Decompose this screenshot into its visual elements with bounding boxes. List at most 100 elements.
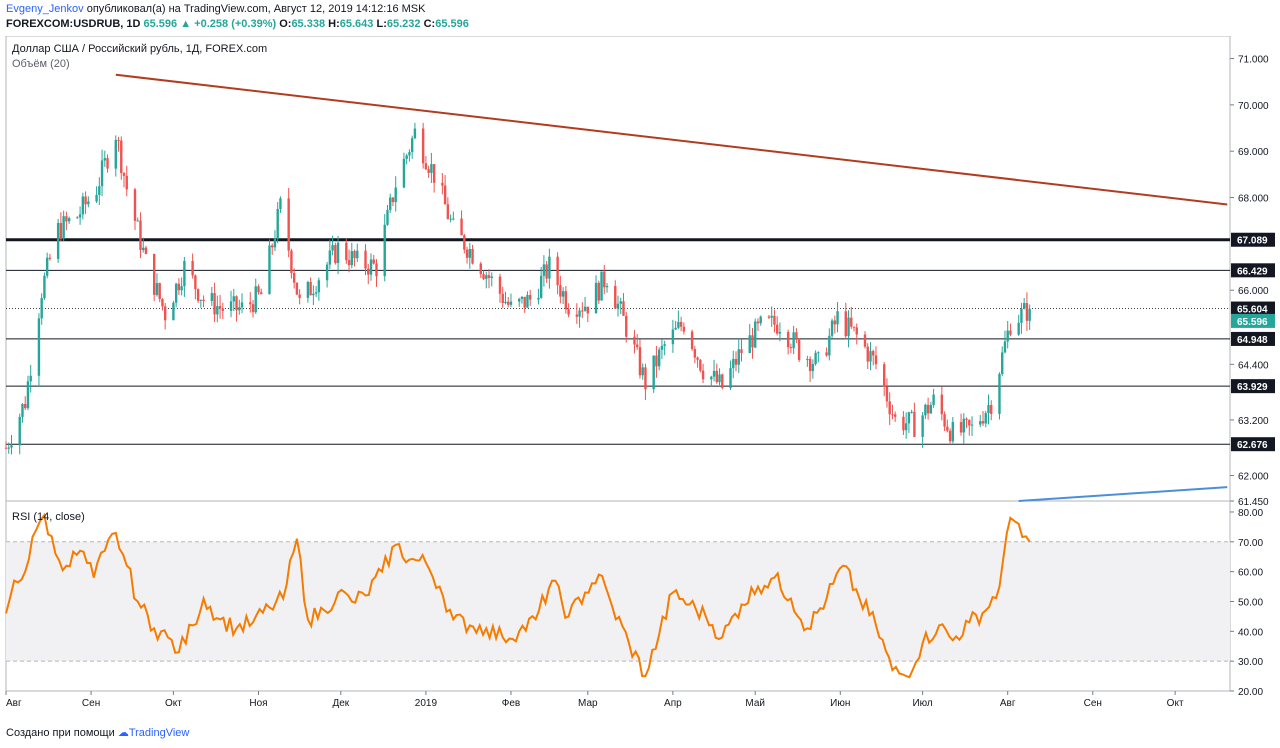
candle-body-166 — [641, 367, 644, 376]
level-badge-2 — [1231, 301, 1275, 316]
candle-body-244 — [943, 414, 946, 427]
price-change: +0.258 (+0.39%) — [194, 18, 277, 30]
candle-body-199 — [770, 315, 773, 318]
candle-body-107 — [413, 128, 417, 139]
candle-body-152 — [586, 306, 590, 314]
candle-body-203 — [786, 331, 790, 348]
candle-body-7 — [29, 375, 32, 382]
candle-body-153 — [594, 282, 598, 314]
candle-body-255 — [984, 413, 987, 424]
candle-body-210 — [811, 364, 815, 372]
candle-body-14 — [59, 223, 63, 239]
chart-canvas[interactable]: 71.000 70.000 69.000 68.000 66.000 64.400 63.2… — [0, 36, 1280, 722]
candle-body-97 — [375, 263, 378, 277]
candle-body-187 — [721, 374, 724, 388]
candle-body-48 — [191, 260, 194, 276]
candle-body-24 — [98, 186, 101, 195]
candle-body-186 — [718, 374, 721, 383]
candle-body-256 — [987, 405, 990, 414]
candle-body-200 — [773, 315, 776, 325]
candle-body-95 — [369, 259, 373, 275]
candle-body-185 — [715, 370, 718, 383]
level-badge-label-4: 63.929 — [1237, 382, 1268, 393]
candle-body-131 — [507, 301, 510, 305]
low-label: L: — [376, 18, 387, 30]
candle-body-142 — [548, 256, 551, 279]
candle-body-75 — [292, 272, 296, 283]
candle-body-99 — [386, 210, 389, 225]
candle-body-230 — [888, 401, 891, 415]
candle-body-258 — [998, 374, 1001, 414]
candle-body-204 — [789, 347, 793, 349]
candle-body-143 — [556, 256, 559, 286]
candle-body-132 — [509, 301, 513, 305]
candle-body-21 — [84, 196, 87, 205]
candle-body-31 — [122, 173, 126, 176]
candle-body-211 — [814, 352, 817, 365]
candle-body-13 — [56, 223, 60, 259]
candle-body-49 — [194, 275, 197, 290]
candle-body-83 — [325, 264, 329, 281]
candle-body-103 — [402, 158, 406, 188]
level-badge-label-2: 65.604 — [1237, 305, 1268, 316]
candle-body-189 — [732, 358, 735, 369]
candle-body-253 — [979, 421, 982, 425]
candle-body-116 — [449, 218, 452, 220]
candle-body-62 — [240, 302, 244, 308]
candle-body-61 — [238, 307, 241, 311]
rsi-tick-label-3: 50.00 — [1238, 597, 1263, 608]
published-text: опубликовал(а) на TradingView.com, Авгус… — [83, 3, 426, 15]
candle-body-235 — [907, 412, 911, 424]
candle-body-85 — [331, 245, 334, 251]
level-badge-4 — [1231, 379, 1275, 394]
candle-body-72 — [279, 198, 282, 209]
candle-body-178 — [690, 331, 694, 350]
candle-body-225 — [869, 351, 872, 362]
tradingview-brand[interactable]: TradingView — [128, 727, 190, 739]
candle-body-82 — [317, 280, 321, 293]
candle-body-113 — [441, 182, 444, 186]
candle-body-149 — [578, 310, 581, 317]
candle-body-252 — [970, 424, 974, 426]
candle-body-145 — [561, 291, 565, 297]
candle-body-164 — [636, 344, 639, 348]
candle-body-101 — [391, 197, 395, 203]
candle-body-9 — [40, 298, 43, 319]
candle-body-229 — [885, 386, 889, 402]
candle-body-266 — [1025, 303, 1029, 321]
candle-body-168 — [652, 355, 655, 390]
candle-body-218 — [844, 311, 847, 337]
price-pane[interactable] — [5, 36, 1231, 502]
price-plot — [4, 73, 1230, 502]
candle-body-140 — [542, 264, 546, 276]
candle-body-100 — [389, 197, 392, 211]
candle-body-216 — [833, 320, 837, 325]
candle-body-38 — [152, 253, 156, 295]
candle-body-10 — [43, 275, 46, 299]
candle-body-123 — [479, 263, 482, 275]
candle-body-118 — [460, 218, 463, 236]
candle-body-74 — [290, 250, 293, 273]
candle-body-201 — [775, 324, 779, 334]
high-label: H: — [328, 18, 340, 30]
candle-body-234 — [904, 423, 908, 431]
x-tick-label-3: Ноя — [249, 698, 267, 709]
candle-body-37 — [144, 247, 148, 254]
candle-body-4 — [21, 403, 24, 417]
author-link[interactable]: Evgeny_Jenkov — [6, 3, 84, 15]
candle-body-28 — [114, 139, 117, 169]
candle-body-34 — [136, 220, 139, 222]
candle-body-159 — [616, 303, 620, 309]
high-value: 65.643 — [339, 18, 374, 30]
candle-body-170 — [657, 349, 661, 367]
candle-body-50 — [196, 289, 200, 301]
price-tick-label-6: 63.200 — [1238, 416, 1269, 427]
candle-body-120 — [465, 249, 469, 258]
candle-body-67 — [260, 292, 263, 295]
candle-body-127 — [490, 276, 493, 278]
close-label: C: — [423, 18, 436, 30]
candle-body-209 — [808, 358, 812, 372]
candle-body-112 — [432, 164, 436, 183]
candle-body-161 — [622, 301, 625, 316]
x-tick-label-13: Сен — [1084, 698, 1102, 709]
